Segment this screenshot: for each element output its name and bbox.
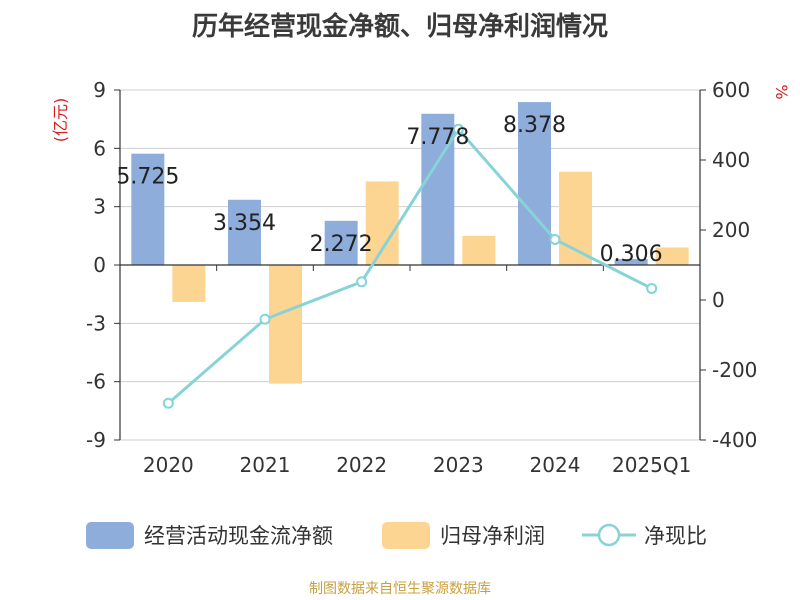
y-right-tick-label: -400 (712, 428, 757, 452)
bar-data-label: 3.354 (213, 211, 276, 236)
y-left-axis-title: (亿元) (51, 98, 70, 143)
bar-cashflow (421, 113, 455, 265)
y-left-tick-label: -3 (86, 311, 106, 335)
bar-data-label: 5.725 (116, 165, 179, 190)
legend-label-cashflow: 经营活动现金流净额 (144, 524, 333, 548)
bar-cashflow (324, 220, 358, 265)
y-left-tick-label: 0 (93, 253, 106, 277)
y-right-tick-label: -200 (712, 358, 757, 382)
y-right-tick-label: 400 (712, 148, 750, 172)
legend-swatch-cashflow (86, 522, 134, 549)
bars (131, 102, 689, 384)
bar-netprofit (172, 265, 206, 302)
y-left-tick-label: 9 (93, 78, 106, 102)
bar-cashflow (131, 153, 165, 265)
legend: 经营活动现金流净额 归母净利润 净现比 (86, 522, 707, 549)
axes: 9 6 3 0 -3 -6 -9 600 400 200 0 -200 -400 2020 2021 2022… (51, 78, 791, 477)
bar-netprofit (269, 265, 302, 384)
x-tick-label: 2021 (240, 453, 291, 477)
y-right-tick-label: 200 (712, 218, 750, 242)
ratio-point (452, 123, 464, 135)
ratio-line-layer (162, 123, 658, 409)
ratio-point (646, 282, 658, 294)
x-tick-label: 2025Q1 (612, 453, 691, 477)
source-note: 制图数据来自恒生聚源数据库 (309, 581, 491, 597)
y-right-tick-label: 600 (712, 78, 750, 102)
bar-data-label: 7.778 (406, 125, 469, 150)
y-left-tick-label: 3 (93, 195, 106, 219)
ratio-point (162, 397, 174, 409)
chart-title: 历年经营现金净额、归母净利润情况 (191, 12, 608, 42)
x-tick-label: 2020 (143, 453, 194, 477)
x-tick-label: 2022 (336, 453, 387, 477)
ratio-point (549, 233, 561, 245)
bar-cashflow (614, 259, 648, 265)
x-tick-label: 2023 (433, 453, 484, 477)
y-left-tick-label: -6 (86, 370, 106, 394)
y-right-tick-label: 0 (712, 288, 725, 312)
bar-cashflow (228, 199, 261, 265)
x-tick-label: 2024 (530, 453, 581, 477)
y-left-tick-label: 6 (93, 136, 106, 160)
bar-cashflow (518, 102, 551, 265)
legend-marker-ratio (597, 523, 621, 547)
ratio-point (259, 313, 271, 325)
legend-swatch-netprofit (382, 522, 430, 549)
legend-label-ratio: 净现比 (644, 524, 707, 548)
ratio-point (356, 276, 368, 288)
legend-label-netprofit: 归母净利润 (440, 524, 545, 548)
data-labels: 5.725 3.354 2.272 7.778 8.378 0.306 (116, 113, 662, 267)
bar-data-label: 0.306 (600, 242, 663, 267)
bar-data-label: 2.272 (310, 232, 373, 257)
ratio-line (167, 126, 653, 405)
bar-netprofit (655, 247, 689, 265)
y-right-axis-title: % (772, 84, 791, 99)
y-left-tick-label: -9 (86, 428, 106, 452)
bar-netprofit (462, 235, 496, 265)
bar-data-label: 8.378 (503, 113, 566, 138)
